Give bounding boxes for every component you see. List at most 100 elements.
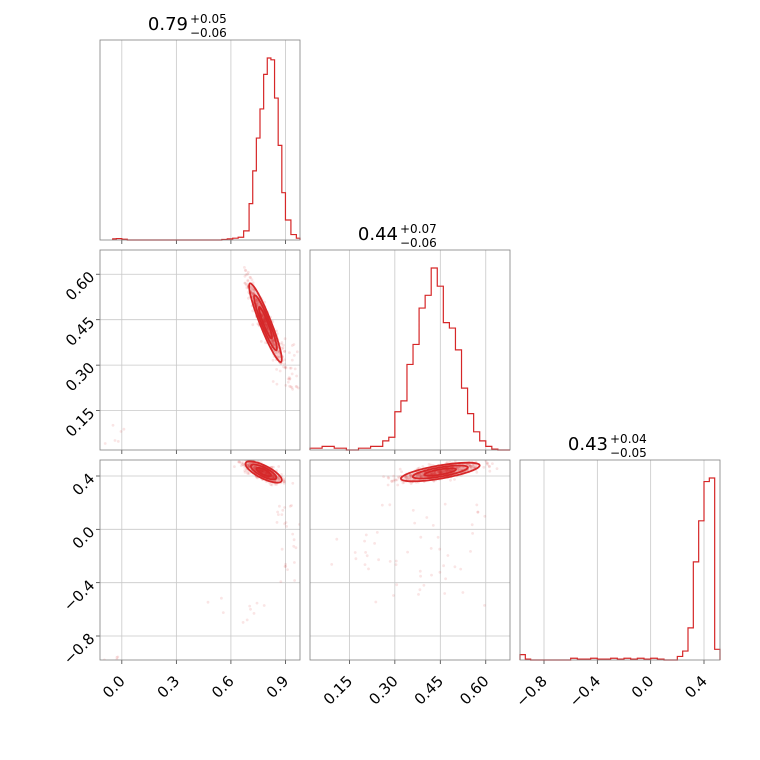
sample-point bbox=[386, 483, 390, 487]
sample-point bbox=[484, 460, 488, 463]
density-contours bbox=[248, 282, 283, 364]
sample-point bbox=[246, 272, 250, 276]
sample-point bbox=[289, 385, 293, 389]
sample-point bbox=[272, 338, 275, 341]
sample-point bbox=[276, 510, 279, 514]
sample-point bbox=[398, 467, 402, 471]
sample-point bbox=[453, 460, 457, 463]
sample-point bbox=[259, 469, 263, 473]
sample-point bbox=[354, 557, 358, 561]
sample-point bbox=[295, 374, 298, 378]
sample-point bbox=[418, 475, 421, 478]
sample-point bbox=[252, 292, 256, 295]
sample-point bbox=[292, 544, 296, 548]
title-minus: −0.05 bbox=[610, 446, 647, 460]
sample-point bbox=[363, 563, 367, 566]
sample-point bbox=[453, 565, 457, 569]
sample-point bbox=[270, 483, 274, 487]
sample-point bbox=[442, 564, 445, 568]
sample-point bbox=[273, 351, 277, 354]
contour-fill bbox=[256, 467, 271, 477]
sample-point bbox=[271, 474, 275, 478]
contour-line bbox=[411, 464, 469, 480]
sample-point bbox=[256, 303, 259, 306]
x-tick-label: −0.4 bbox=[566, 672, 604, 710]
sample-point bbox=[115, 656, 119, 659]
title-plus: +0.04 bbox=[610, 432, 647, 446]
sample-point bbox=[247, 464, 251, 467]
sample-point bbox=[419, 475, 422, 479]
sample-point bbox=[263, 471, 267, 475]
sample-point bbox=[443, 502, 447, 506]
sample-point bbox=[286, 380, 290, 384]
sample-point bbox=[298, 523, 300, 526]
sample-point bbox=[416, 473, 419, 477]
sample-point bbox=[275, 368, 278, 371]
contour-fill bbox=[400, 462, 480, 482]
sample-point bbox=[460, 467, 463, 470]
sample-point bbox=[282, 365, 285, 369]
sample-point bbox=[270, 339, 274, 343]
sample-point bbox=[446, 469, 450, 472]
sample-point bbox=[446, 469, 450, 472]
sample-point bbox=[413, 521, 417, 525]
contour-fill bbox=[424, 468, 457, 476]
sample-point bbox=[439, 470, 443, 474]
sample-point bbox=[430, 573, 433, 577]
x-tick-label: 0.30 bbox=[365, 672, 401, 708]
tick-labels: 0.0 0.3 0.6 0.9 0.15 0.30 0.45 0.60 −0.8 −0.4 0.0 0… bbox=[60, 268, 711, 711]
sample-point bbox=[397, 476, 401, 480]
sample-point bbox=[293, 579, 296, 582]
panel-frame bbox=[99, 249, 301, 451]
sample-point bbox=[447, 468, 451, 472]
sample-point bbox=[392, 478, 396, 481]
sample-point bbox=[259, 340, 263, 343]
sample-point bbox=[447, 468, 451, 472]
sample-point bbox=[394, 478, 398, 482]
sample-point bbox=[243, 266, 246, 269]
sample-point bbox=[488, 465, 491, 469]
sample-point bbox=[282, 481, 286, 485]
contour-line bbox=[248, 282, 283, 364]
sample-point bbox=[279, 342, 283, 346]
sample-point bbox=[247, 465, 251, 469]
sample-point bbox=[273, 344, 276, 348]
y-tick-label: 0.60 bbox=[62, 268, 98, 304]
sample-point bbox=[264, 471, 268, 475]
sample-point bbox=[421, 465, 425, 468]
hist-panel-1: 0.79 +0.05−0.06 bbox=[99, 12, 301, 244]
sample-point bbox=[253, 466, 256, 470]
sample-point bbox=[469, 464, 473, 468]
y-tick-label: 0.15 bbox=[62, 404, 98, 440]
x-tick-label: 0.4 bbox=[681, 672, 711, 702]
sample-point bbox=[246, 472, 250, 475]
sample-point bbox=[418, 588, 422, 592]
sample-point bbox=[456, 467, 460, 471]
sample-point bbox=[367, 567, 370, 571]
sample-point bbox=[449, 468, 452, 472]
sample-point bbox=[262, 470, 265, 473]
sample-point bbox=[447, 468, 451, 472]
sample-point bbox=[290, 372, 294, 376]
sample-point bbox=[252, 612, 256, 615]
sample-point bbox=[262, 318, 266, 322]
sample-point bbox=[284, 366, 288, 370]
sample-point bbox=[461, 591, 465, 594]
sample-point bbox=[273, 482, 277, 486]
sample-point bbox=[365, 554, 369, 558]
sample-point bbox=[438, 470, 441, 474]
sample-point bbox=[255, 301, 259, 305]
sample-point bbox=[271, 380, 275, 383]
sample-point bbox=[290, 504, 293, 507]
sample-point bbox=[233, 465, 236, 468]
sample-point bbox=[335, 537, 339, 541]
sample-point bbox=[271, 474, 275, 477]
sample-point bbox=[252, 289, 256, 293]
sample-point bbox=[262, 315, 265, 319]
sample-point bbox=[387, 476, 391, 480]
sample-point bbox=[246, 471, 250, 474]
sample-point bbox=[476, 510, 480, 514]
sample-point bbox=[445, 469, 448, 473]
sample-point bbox=[472, 464, 475, 468]
